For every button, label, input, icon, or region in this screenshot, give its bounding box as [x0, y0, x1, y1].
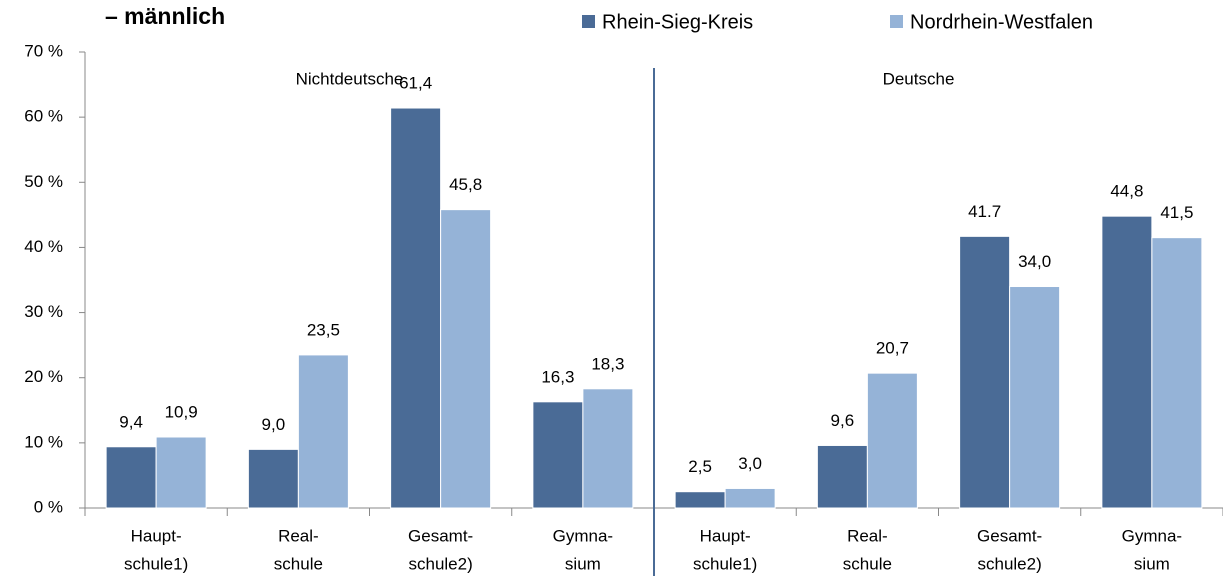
x-tick-label: Real- [847, 526, 888, 545]
value-label: 10,9 [165, 402, 198, 421]
x-tick-label: schule2) [408, 554, 472, 573]
x-tick-label: sium [565, 554, 601, 573]
x-tick-label: Real- [278, 526, 319, 545]
x-tick-label: schule [843, 554, 892, 573]
value-label: 41,5 [1160, 203, 1193, 222]
chart-title: – männlich [105, 3, 225, 29]
bar [1151, 237, 1203, 509]
x-tick-label: schule [274, 554, 323, 573]
y-tick-label: 50 % [24, 172, 63, 191]
bar [1101, 215, 1153, 509]
bar [959, 235, 1011, 509]
y-tick-label: 10 % [24, 432, 63, 451]
y-tick-label: 0 % [34, 497, 63, 516]
x-tick-label: schule1) [693, 554, 757, 573]
x-tick-label: Gesamt- [977, 526, 1042, 545]
bar [816, 444, 868, 509]
bar [390, 107, 442, 509]
x-tick-label: schule1) [124, 554, 188, 573]
bar [440, 209, 492, 509]
bar [247, 448, 299, 509]
value-label: 44,8 [1110, 182, 1143, 201]
bar [155, 436, 207, 509]
value-label: 9,6 [831, 411, 855, 430]
y-tick-label: 30 % [24, 302, 63, 321]
value-label: 3,0 [738, 454, 762, 473]
bar [674, 491, 726, 509]
value-label: 20,7 [876, 339, 909, 358]
value-label: 23,5 [307, 320, 340, 339]
x-tick-label: Gymna- [553, 526, 613, 545]
bar [724, 487, 776, 509]
bar [866, 372, 918, 509]
x-tick-label: Haupt- [131, 526, 182, 545]
bar [532, 401, 584, 509]
bar [582, 388, 634, 509]
x-tick-label: schule2) [977, 554, 1041, 573]
legend-label: Nordrhein-Westfalen [910, 11, 1093, 33]
y-tick-label: 40 % [24, 237, 63, 256]
value-label: 16,3 [541, 367, 574, 386]
value-label: 18,3 [591, 354, 624, 373]
legend-swatch [890, 15, 903, 28]
value-label: 34,0 [1018, 252, 1051, 271]
value-label: 9,0 [262, 415, 286, 434]
legend-swatch [582, 15, 595, 28]
y-tick-label: 70 % [24, 41, 63, 60]
bar [1009, 286, 1061, 509]
group-label: Deutsche [883, 69, 955, 88]
value-label: 2,5 [688, 457, 712, 476]
y-tick-label: 60 % [24, 107, 63, 126]
x-tick-label: Haupt- [700, 526, 751, 545]
bar [105, 446, 157, 509]
y-tick-label: 20 % [24, 367, 63, 386]
x-tick-label: Gymna- [1122, 526, 1182, 545]
x-tick-label: Gesamt- [408, 526, 473, 545]
x-tick-label: sium [1134, 554, 1170, 573]
value-label: 9,4 [119, 412, 143, 431]
bar [297, 354, 349, 509]
value-label: 61,4 [399, 74, 432, 93]
value-label: 41.7 [968, 202, 1001, 221]
group-label: Nichtdeutsche [296, 69, 404, 88]
value-label: 45,8 [449, 175, 482, 194]
legend-label: Rhein-Sieg-Kreis [602, 11, 753, 33]
